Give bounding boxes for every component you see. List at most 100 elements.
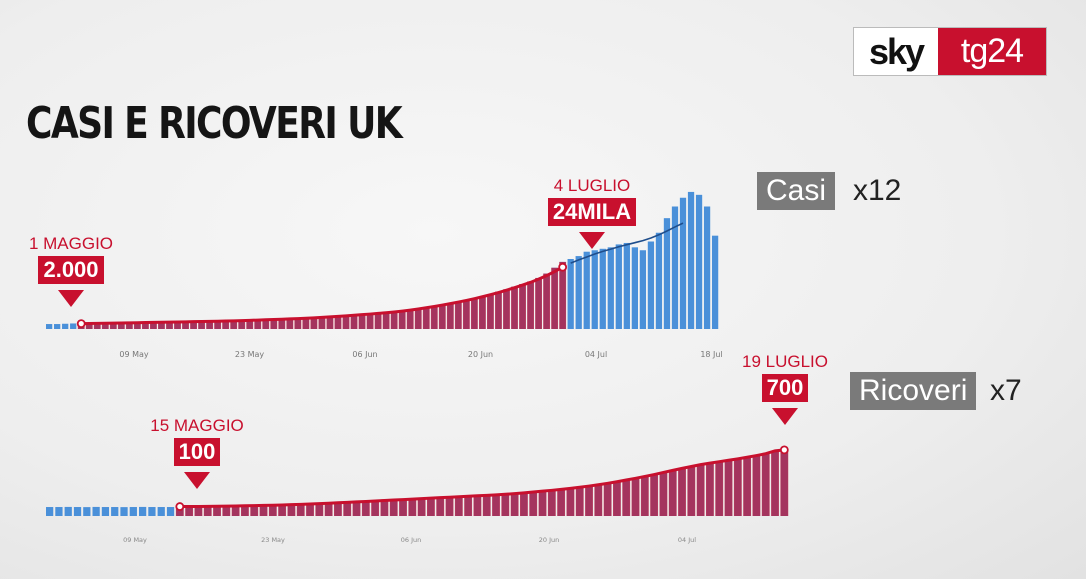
casi-bar-highlight: [109, 322, 117, 330]
ricoveri-bar-highlight: [445, 497, 454, 516]
ricoveri-marker: [779, 445, 789, 455]
casi-bar-highlight: [559, 261, 567, 329]
chart-title: CASI E RICOVERI UK: [26, 98, 403, 149]
ricoveri-bar: [92, 506, 100, 516]
casi-bar-highlight: [543, 273, 551, 329]
ricoveri-bar-highlight: [529, 491, 538, 516]
casi-bar-highlight: [222, 321, 230, 329]
ricoveri-bar-highlight: [724, 460, 733, 516]
casi-bar: [599, 248, 606, 329]
ricoveri-bar: [139, 506, 147, 516]
ricoveri-marker: [175, 502, 185, 511]
casi-bar: [70, 323, 77, 329]
casi-bar: [62, 323, 69, 329]
annotation-date: 19 LUGLIO: [742, 352, 828, 371]
casi-bar: [647, 241, 655, 329]
ricoveri-bar-highlight: [473, 495, 482, 516]
ricoveri-bar: [120, 507, 128, 516]
annotation-1-maggio: 1 MAGGIO 2.000: [26, 234, 116, 307]
casi-bar-highlight: [262, 319, 270, 329]
ricoveri-bar-highlight: [603, 483, 612, 516]
casi-bar-highlight: [454, 301, 462, 329]
casi-bar-highlight: [527, 281, 534, 329]
casi-bar: [671, 206, 679, 329]
casi-bar: [575, 256, 582, 329]
casi-bar-highlight: [254, 320, 262, 329]
annotation-19-luglio: 19 LUGLIO 700: [730, 352, 840, 425]
ricoveri-bar-highlight: [222, 506, 231, 516]
ricoveri-bar-highlight: [352, 501, 361, 516]
casi-bar-highlight: [133, 322, 141, 329]
casi-bar: [655, 232, 663, 329]
casi-bar-highlight: [430, 306, 438, 329]
ricoveri-bar: [148, 507, 156, 516]
ricoveri-bar-highlight: [668, 470, 677, 516]
casi-bar-highlight: [326, 317, 334, 329]
ricoveri-bar-highlight: [241, 505, 249, 516]
casi-chart: 09 May 23 May 06 Jun 20 Jun 04 Jul 18 Jul: [46, 191, 723, 359]
logo-sky: sky: [868, 30, 925, 72]
ricoveri-bar-highlight: [613, 481, 621, 516]
casi-bar: [583, 251, 590, 329]
casi-bar-highlight: [182, 322, 189, 329]
ricoveri-bar-highlight: [259, 505, 268, 516]
casi-tick-label: 04 Jul: [585, 350, 607, 359]
ricoveri-trend-red: [179, 448, 785, 509]
ricoveri-bar-highlight: [213, 506, 221, 516]
ricoveri-bar-highlight: [427, 498, 435, 516]
casi-bar-highlight: [366, 314, 374, 330]
ricoveri-bar-highlight: [566, 488, 575, 516]
ricoveri-bar-highlight: [733, 458, 742, 516]
casi-bar: [687, 191, 695, 329]
casi-bar-highlight: [174, 322, 181, 329]
ricoveri-tick-label: 09 May: [123, 536, 147, 544]
casi-bar-highlight: [238, 320, 246, 329]
ricoveri-bar-highlight: [706, 463, 714, 516]
casi-bar-highlight: [198, 321, 206, 329]
casi-bar-highlight: [230, 321, 238, 330]
ricoveri-bar-highlight: [743, 456, 752, 516]
ricoveri-bar: [83, 507, 91, 516]
ricoveri-bar-highlight: [175, 506, 184, 516]
ricoveri-bar: [166, 507, 175, 516]
ricoveri-bar-highlight: [464, 496, 473, 516]
casi-bar: [46, 324, 53, 329]
casi-bar-highlight: [535, 277, 543, 329]
casi-bar-highlight: [462, 299, 470, 329]
casi-bar: [695, 194, 703, 329]
annotation-pointer: [184, 472, 210, 489]
ricoveri-bar-highlight: [306, 504, 314, 516]
ricoveri-bar-highlight: [780, 449, 789, 516]
casi-bar: [703, 206, 711, 329]
casi-bar: [567, 259, 574, 329]
ricoveri-bar-highlight: [417, 498, 426, 516]
casi-bar-highlight: [302, 318, 310, 329]
ricoveri-tick-label: 20 Jun: [539, 536, 560, 544]
casi-bar: [639, 250, 647, 329]
casi-bar-highlight: [166, 322, 173, 329]
casi-trend-red: [81, 265, 564, 326]
casi-bar-highlight: [503, 289, 510, 329]
casi-bar-highlight: [511, 286, 518, 329]
casi-bar: [679, 197, 687, 329]
annotation-pointer: [772, 408, 798, 425]
ricoveri-tick-label: 06 Jun: [401, 536, 422, 544]
annotation-date: 15 MAGGIO: [150, 416, 244, 435]
ricoveri-bar-highlight: [594, 484, 603, 516]
casi-bar-highlight: [519, 284, 526, 329]
ricoveri-bar-highlight: [343, 502, 352, 516]
casi-bar-highlight: [422, 307, 430, 329]
ricoveri-bar: [64, 506, 72, 516]
casi-marker: [558, 262, 568, 272]
casi-bar-highlight: [150, 322, 157, 329]
casi-tick-label: 20 Jun: [468, 350, 493, 359]
casi-bar-highlight: [286, 319, 294, 329]
ricoveri-bar-highlight: [715, 461, 724, 516]
casi-bar: [615, 244, 622, 329]
ricoveri-bar: [55, 507, 63, 516]
ricoveri-bar-highlight: [389, 499, 398, 516]
casi-marker: [76, 319, 86, 329]
annotation-value: 700: [761, 374, 809, 402]
ricoveri-bar-highlight: [185, 506, 194, 516]
